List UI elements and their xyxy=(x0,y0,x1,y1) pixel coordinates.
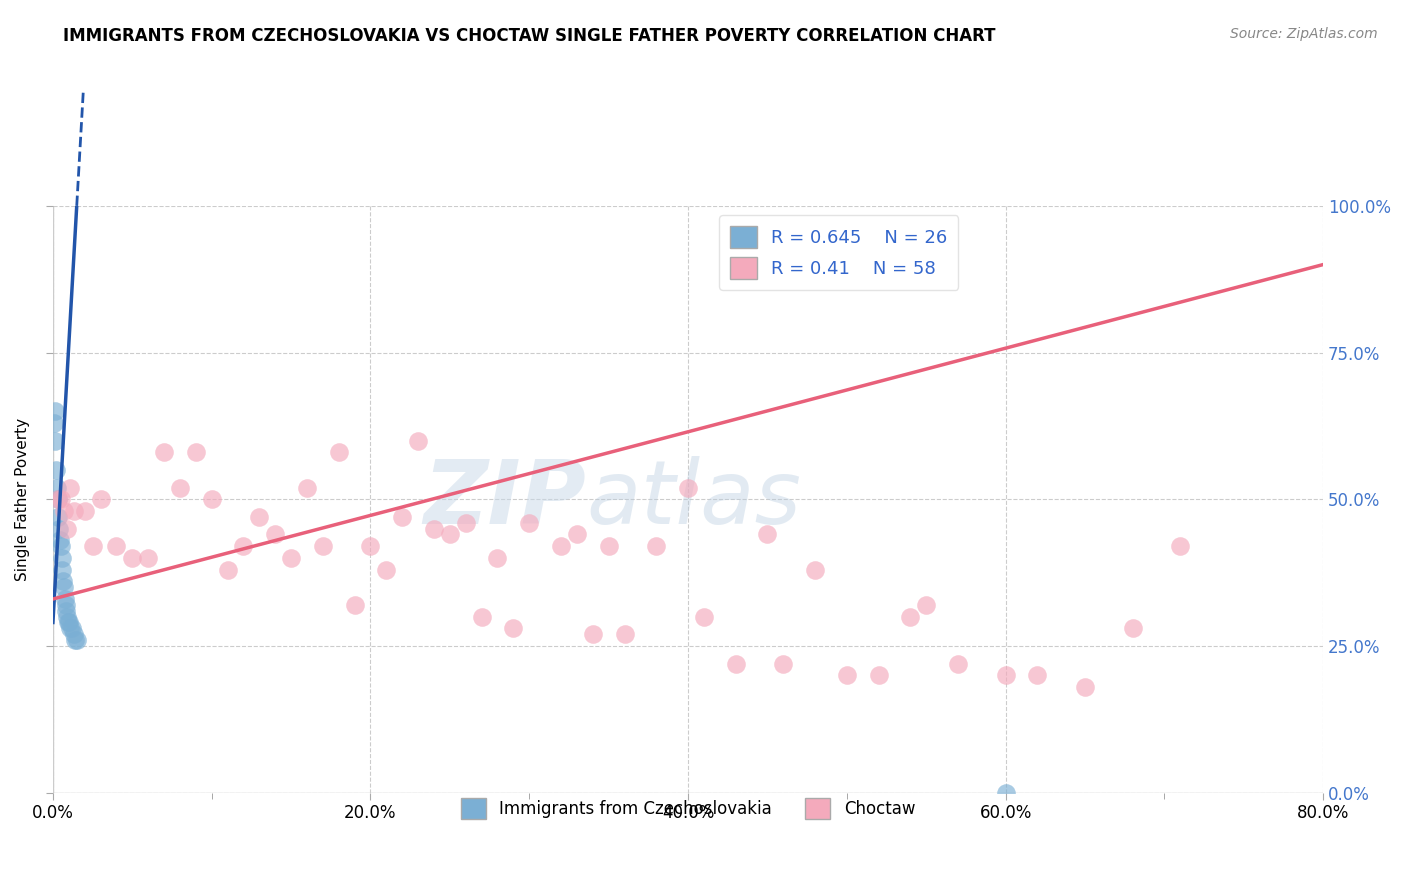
Point xyxy=(105,539,128,553)
Point xyxy=(53,504,76,518)
Point xyxy=(52,574,75,589)
Point xyxy=(598,539,620,553)
Point xyxy=(280,551,302,566)
Point xyxy=(53,580,76,594)
Point xyxy=(62,627,84,641)
Point xyxy=(1026,668,1049,682)
Point xyxy=(48,509,70,524)
Text: ZIP: ZIP xyxy=(423,456,586,542)
Point xyxy=(247,509,270,524)
Point xyxy=(1122,621,1144,635)
Point xyxy=(375,563,398,577)
Point xyxy=(58,615,80,630)
Point xyxy=(423,522,446,536)
Point xyxy=(772,657,794,671)
Text: Source: ZipAtlas.com: Source: ZipAtlas.com xyxy=(1230,27,1378,41)
Point xyxy=(264,527,287,541)
Point xyxy=(62,504,84,518)
Point xyxy=(60,621,83,635)
Point xyxy=(312,539,335,553)
Point xyxy=(724,657,747,671)
Point xyxy=(502,621,524,635)
Point xyxy=(868,668,890,682)
Point xyxy=(59,621,82,635)
Point xyxy=(73,504,96,518)
Point xyxy=(56,522,79,536)
Point xyxy=(693,609,716,624)
Point xyxy=(994,786,1017,800)
Point xyxy=(45,463,67,477)
Point xyxy=(46,492,69,507)
Point xyxy=(55,598,77,612)
Point xyxy=(66,633,89,648)
Point xyxy=(51,551,73,566)
Point xyxy=(53,592,76,607)
Point xyxy=(1074,680,1097,694)
Point xyxy=(232,539,254,553)
Point xyxy=(49,539,72,553)
Point xyxy=(645,539,668,553)
Point xyxy=(90,492,112,507)
Point xyxy=(42,416,65,430)
Point xyxy=(804,563,827,577)
Point xyxy=(582,627,605,641)
Point xyxy=(49,533,72,548)
Point xyxy=(184,445,207,459)
Point xyxy=(82,539,104,553)
Point xyxy=(454,516,477,530)
Point xyxy=(295,481,318,495)
Point xyxy=(45,481,67,495)
Point xyxy=(517,516,540,530)
Text: atlas: atlas xyxy=(586,457,801,542)
Point xyxy=(994,668,1017,682)
Legend: Immigrants from Czechoslovakia, Choctaw: Immigrants from Czechoslovakia, Choctaw xyxy=(454,792,922,825)
Point xyxy=(1168,539,1191,553)
Point xyxy=(756,527,779,541)
Y-axis label: Single Father Poverty: Single Father Poverty xyxy=(15,417,30,581)
Point xyxy=(439,527,461,541)
Point xyxy=(391,509,413,524)
Point xyxy=(49,492,72,507)
Point xyxy=(343,598,366,612)
Point xyxy=(359,539,381,553)
Point xyxy=(835,668,858,682)
Point xyxy=(51,563,73,577)
Point xyxy=(201,492,224,507)
Point xyxy=(56,609,79,624)
Point xyxy=(946,657,969,671)
Text: IMMIGRANTS FROM CZECHOSLOVAKIA VS CHOCTAW SINGLE FATHER POVERTY CORRELATION CHAR: IMMIGRANTS FROM CZECHOSLOVAKIA VS CHOCTA… xyxy=(63,27,995,45)
Point xyxy=(46,492,69,507)
Point xyxy=(565,527,588,541)
Point xyxy=(486,551,509,566)
Point xyxy=(63,633,86,648)
Point xyxy=(56,615,79,630)
Point xyxy=(898,609,921,624)
Point xyxy=(121,551,143,566)
Point xyxy=(153,445,176,459)
Point xyxy=(169,481,191,495)
Point xyxy=(613,627,636,641)
Point xyxy=(676,481,699,495)
Point xyxy=(48,522,70,536)
Point xyxy=(136,551,159,566)
Point xyxy=(915,598,938,612)
Point xyxy=(217,563,239,577)
Point xyxy=(59,481,82,495)
Point xyxy=(44,404,66,418)
Point xyxy=(44,434,66,448)
Point xyxy=(55,604,77,618)
Point xyxy=(406,434,429,448)
Point xyxy=(550,539,572,553)
Point xyxy=(471,609,494,624)
Point xyxy=(328,445,350,459)
